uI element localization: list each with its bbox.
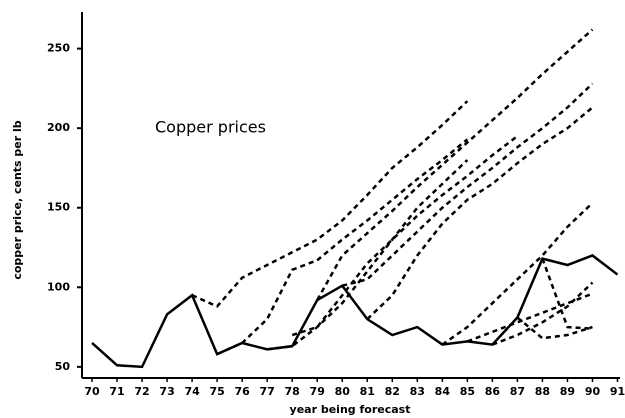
x-tick-label: 89 [560, 385, 575, 398]
y-tick-label: 50 [55, 360, 71, 373]
x-tick-label: 75 [209, 385, 224, 398]
y-tick-label: 200 [47, 121, 70, 134]
x-tick-label: 76 [234, 385, 250, 398]
y-axis-label: copper price, cents per lb [11, 120, 24, 279]
x-tick-label: 80 [335, 385, 351, 398]
x-tick-label: 81 [360, 385, 375, 398]
y-tick-label: 100 [47, 280, 70, 293]
x-tick-label: 78 [285, 385, 300, 398]
x-tick-label: 72 [134, 385, 149, 398]
forecast-line [541, 258, 593, 330]
x-tick-label: 70 [84, 385, 100, 398]
x-tick-label: 87 [510, 385, 525, 398]
forecast-line [316, 28, 594, 301]
x-tick-label: 74 [184, 385, 200, 398]
x-tick-label: 73 [159, 385, 174, 398]
x-tick-label: 71 [109, 385, 124, 398]
annotation: Copper prices [155, 118, 266, 137]
forecast-line [341, 82, 594, 287]
x-tick-label: 86 [485, 385, 501, 398]
forecast-line [291, 135, 519, 337]
y-tick-label: 250 [47, 42, 70, 55]
forecast-line [516, 316, 593, 340]
x-tick-label: 85 [460, 385, 475, 398]
forecast-line [441, 202, 594, 346]
forecast-line [191, 100, 469, 308]
x-tick-label: 83 [410, 385, 425, 398]
price-line [91, 254, 619, 369]
forecast-line [491, 281, 594, 346]
x-tick-label: 77 [260, 385, 275, 398]
forecast-line [366, 106, 594, 321]
forecast-line [267, 159, 469, 351]
x-tick-label: 82 [385, 385, 400, 398]
x-tick-label: 91 [610, 385, 625, 398]
x-tick-label: 79 [310, 385, 325, 398]
x-tick-label: 84 [435, 385, 451, 398]
forecast-line [216, 138, 469, 356]
x-tick-label: 88 [535, 385, 550, 398]
x-axis-label: year being forecast [290, 403, 411, 416]
y-tick-label: 150 [47, 201, 70, 214]
x-tick-label: 90 [585, 385, 601, 398]
